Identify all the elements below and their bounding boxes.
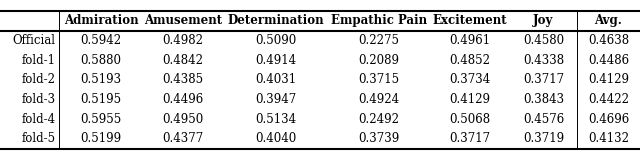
Text: 0.3717: 0.3717 (523, 73, 564, 86)
Text: 0.5090: 0.5090 (255, 34, 296, 47)
Text: 0.4040: 0.4040 (255, 132, 296, 145)
Text: 0.4576: 0.4576 (523, 113, 564, 126)
Text: Admiration: Admiration (64, 14, 138, 27)
Text: Determination: Determination (227, 14, 324, 27)
Text: Amusement: Amusement (144, 14, 222, 27)
Text: fold-5: fold-5 (22, 132, 56, 145)
Text: 0.5880: 0.5880 (81, 54, 122, 67)
Text: 0.4914: 0.4914 (255, 54, 296, 67)
Text: Avg.: Avg. (595, 14, 622, 27)
Text: 0.4924: 0.4924 (358, 93, 399, 106)
Text: Joy: Joy (533, 14, 554, 27)
Text: Excitement: Excitement (432, 14, 507, 27)
Text: 0.4132: 0.4132 (588, 132, 629, 145)
Text: 0.4031: 0.4031 (255, 73, 296, 86)
Text: 0.4961: 0.4961 (449, 34, 490, 47)
Text: 0.4982: 0.4982 (163, 34, 204, 47)
Text: 0.5955: 0.5955 (81, 113, 122, 126)
Text: fold-4: fold-4 (22, 113, 56, 126)
Text: 0.4842: 0.4842 (163, 54, 204, 67)
Text: 0.4496: 0.4496 (163, 93, 204, 106)
Text: 0.4385: 0.4385 (163, 73, 204, 86)
Text: fold-1: fold-1 (22, 54, 56, 67)
Text: 0.4422: 0.4422 (588, 93, 629, 106)
Text: 0.4950: 0.4950 (163, 113, 204, 126)
Text: 0.4129: 0.4129 (588, 73, 629, 86)
Text: 0.2492: 0.2492 (358, 113, 399, 126)
Text: 0.3734: 0.3734 (449, 73, 490, 86)
Text: Official: Official (13, 34, 56, 47)
Text: 0.4486: 0.4486 (588, 54, 629, 67)
Text: 0.3719: 0.3719 (523, 132, 564, 145)
Text: fold-3: fold-3 (22, 93, 56, 106)
Text: 0.5195: 0.5195 (81, 93, 122, 106)
Text: 0.4338: 0.4338 (523, 54, 564, 67)
Text: 0.4377: 0.4377 (163, 132, 204, 145)
Text: 0.2089: 0.2089 (358, 54, 399, 67)
Text: 0.3717: 0.3717 (449, 132, 490, 145)
Text: 0.3843: 0.3843 (523, 93, 564, 106)
Text: 0.4696: 0.4696 (588, 113, 629, 126)
Text: 0.3715: 0.3715 (358, 73, 399, 86)
Text: 0.4580: 0.4580 (523, 34, 564, 47)
Text: Empathic Pain: Empathic Pain (331, 14, 427, 27)
Text: 0.5199: 0.5199 (81, 132, 122, 145)
Text: 0.4638: 0.4638 (588, 34, 629, 47)
Text: 0.3739: 0.3739 (358, 132, 399, 145)
Text: fold-2: fold-2 (22, 73, 56, 86)
Text: 0.5134: 0.5134 (255, 113, 296, 126)
Text: 0.3947: 0.3947 (255, 93, 296, 106)
Text: 0.4129: 0.4129 (449, 93, 490, 106)
Text: 0.4852: 0.4852 (449, 54, 490, 67)
Text: 0.5068: 0.5068 (449, 113, 490, 126)
Text: 0.5193: 0.5193 (81, 73, 122, 86)
Text: 0.5942: 0.5942 (81, 34, 122, 47)
Text: 0.2275: 0.2275 (358, 34, 399, 47)
